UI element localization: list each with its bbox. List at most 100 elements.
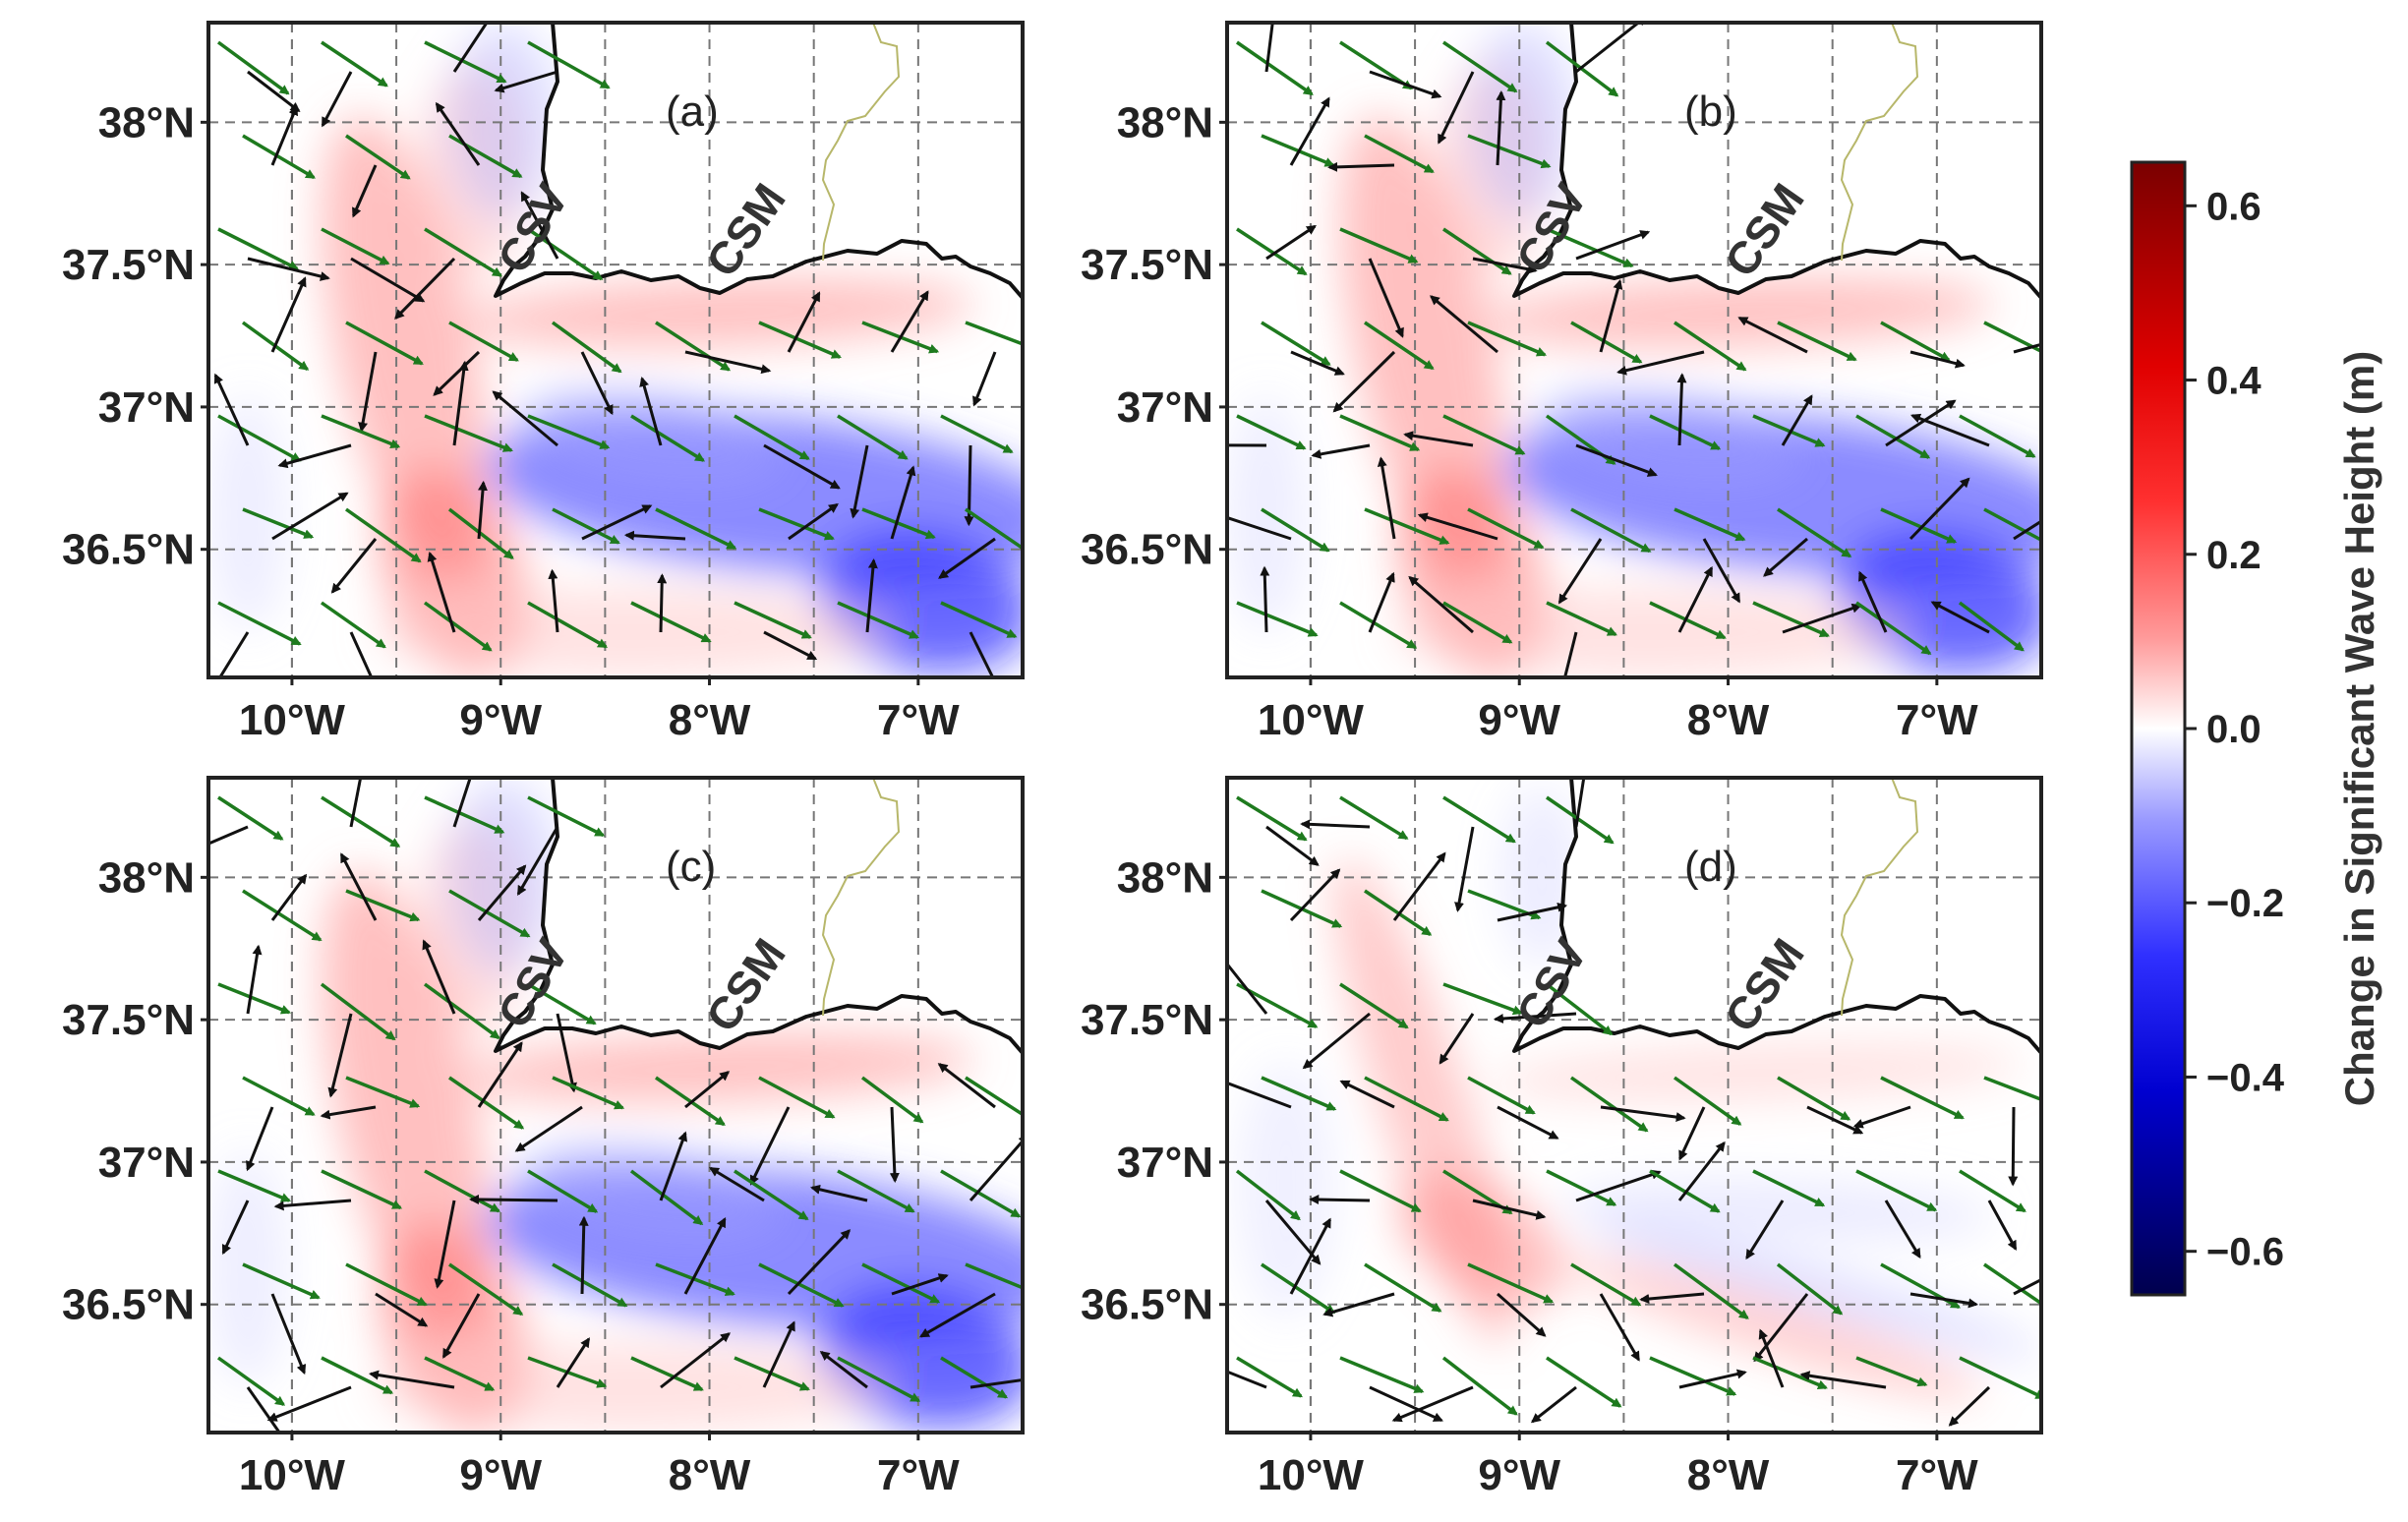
anomaly-patch bbox=[376, 1343, 887, 1432]
arrow-black bbox=[1265, 825, 1320, 866]
arrow-black bbox=[350, 257, 426, 303]
arrow-black bbox=[1574, 778, 1586, 828]
arrow-black bbox=[1909, 1292, 1979, 1309]
arrow-black bbox=[1575, 23, 1648, 74]
arrow-green bbox=[217, 414, 302, 462]
arrow-black bbox=[1290, 350, 1345, 376]
arrow-black bbox=[1493, 1012, 1577, 1024]
arrow-black bbox=[972, 351, 997, 407]
arrow-green bbox=[1236, 227, 1308, 276]
national-border bbox=[1840, 23, 1919, 262]
arrow-black bbox=[850, 444, 869, 519]
arrow-black bbox=[1909, 477, 1970, 541]
arrow-green bbox=[655, 1076, 726, 1127]
arrow-black bbox=[660, 1332, 732, 1389]
arrow-green bbox=[1777, 1076, 1851, 1121]
arrow-green bbox=[1674, 321, 1747, 372]
anomaly-patch bbox=[524, 392, 778, 479]
arrow-green bbox=[448, 1076, 525, 1130]
arrow-green bbox=[629, 1169, 704, 1226]
arrow-green bbox=[1467, 1076, 1536, 1115]
arrow-green bbox=[837, 1169, 915, 1213]
lon-tick-label: 10°W bbox=[239, 696, 346, 744]
arrow-black bbox=[246, 944, 263, 1015]
arrow-black bbox=[1806, 1105, 1864, 1135]
arrow-green bbox=[1855, 601, 1932, 656]
arrow-black bbox=[433, 350, 481, 396]
arrow-black bbox=[1884, 1200, 1921, 1259]
arrow-black bbox=[516, 826, 559, 897]
lat-tick-label: 38°N bbox=[98, 98, 195, 146]
arrow-black bbox=[1781, 394, 1813, 446]
arrow-green bbox=[321, 1169, 403, 1210]
arrow-green bbox=[1261, 507, 1330, 553]
arrow-black bbox=[452, 23, 489, 73]
arrow-black bbox=[763, 630, 818, 661]
arrow-green bbox=[1649, 601, 1727, 640]
coastline bbox=[208, 778, 1023, 1055]
arrow-black bbox=[270, 276, 307, 353]
arrow-green bbox=[1261, 321, 1331, 367]
arrow-black bbox=[1322, 1292, 1395, 1317]
arrow-black bbox=[270, 1293, 307, 1376]
arrow-black bbox=[494, 70, 558, 93]
map-area bbox=[1227, 23, 2041, 677]
arrow-green bbox=[1752, 1169, 1826, 1207]
arrow-black bbox=[514, 1105, 583, 1152]
arrow-black bbox=[1369, 1385, 1444, 1423]
arrow-green bbox=[940, 1169, 1022, 1218]
arrow-green bbox=[527, 601, 609, 649]
arrow-green bbox=[1674, 507, 1746, 542]
lat-tick-label: 38°N bbox=[1117, 98, 1213, 146]
arrow-black bbox=[1599, 1293, 1640, 1362]
arrow-green bbox=[217, 795, 284, 841]
national-border bbox=[821, 778, 901, 1017]
arrow-green bbox=[423, 601, 493, 652]
arrow-green bbox=[734, 414, 810, 461]
arrow-black bbox=[1289, 96, 1330, 166]
arrow-green bbox=[1649, 1169, 1721, 1213]
arrow-green bbox=[1236, 601, 1319, 637]
arrow-green bbox=[424, 795, 505, 835]
arrow-green bbox=[1752, 601, 1830, 638]
arrow-green bbox=[321, 795, 401, 849]
map-area bbox=[208, 778, 1023, 1433]
arrow-green bbox=[1261, 1076, 1337, 1111]
arrow-green bbox=[1958, 601, 2025, 652]
arrow-green bbox=[1467, 1262, 1555, 1304]
arrow-black bbox=[327, 1013, 353, 1098]
arrow-black bbox=[1408, 575, 1474, 634]
arrow-green bbox=[217, 227, 299, 270]
arrow-black bbox=[762, 1320, 795, 1388]
lon-tick-label: 9°W bbox=[1478, 696, 1560, 744]
arrow-green bbox=[860, 1076, 924, 1124]
arrow-green bbox=[1546, 795, 1615, 845]
arrow-black bbox=[1472, 257, 1538, 274]
national-border bbox=[1840, 778, 1919, 1017]
panel-label: (a) bbox=[666, 88, 719, 136]
arrow-black bbox=[937, 1063, 996, 1109]
arrow-black bbox=[548, 568, 559, 633]
lat-tick-label: 37.5°N bbox=[1081, 996, 1213, 1044]
colorbar: 0.6 0.4 0.2 0.0 −0.2 −0.4 −0.6 Change in Signi… bbox=[2130, 160, 2382, 1297]
arrow-green bbox=[1546, 1169, 1617, 1206]
arrow-black bbox=[422, 939, 456, 1015]
arrow-green bbox=[1339, 227, 1419, 263]
arrow-green bbox=[1236, 40, 1314, 96]
anomaly-patch bbox=[449, 778, 558, 974]
arrow-black bbox=[787, 1229, 852, 1296]
national-border bbox=[821, 23, 901, 262]
arrow-black bbox=[1260, 565, 1270, 633]
arrow-black bbox=[1392, 851, 1446, 921]
arrow-black bbox=[684, 1071, 731, 1109]
arrow-black bbox=[1311, 443, 1371, 459]
arrow-green bbox=[216, 40, 290, 95]
lat-tick-label: 38°N bbox=[1117, 853, 1213, 902]
lon-tick-label: 9°W bbox=[459, 1451, 542, 1499]
arrow-green bbox=[1339, 1169, 1422, 1213]
arrow-green bbox=[1235, 1169, 1301, 1221]
arrow-black bbox=[1332, 350, 1396, 413]
arrow-black bbox=[1227, 962, 1268, 1015]
arrow-black bbox=[452, 778, 472, 828]
map-area bbox=[208, 23, 1023, 677]
